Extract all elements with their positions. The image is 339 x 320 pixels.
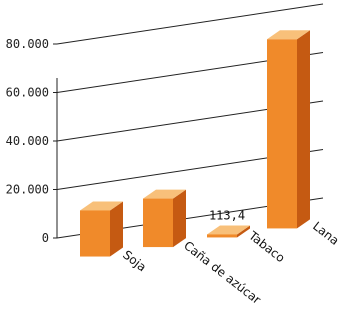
bar-front <box>267 39 297 228</box>
y-tick-label: 0 <box>42 231 49 245</box>
category-label: Tabaco <box>245 228 287 265</box>
category-label: Soja <box>120 248 149 275</box>
y-axis-ticks: 0 20.000 40.000 60.000 80.000 <box>6 37 57 245</box>
bar-front <box>80 210 110 256</box>
y-tick-label: 60.000 <box>6 86 49 100</box>
bar <box>143 190 186 248</box>
y-tick-label: 20.000 <box>6 183 49 197</box>
bar-front <box>143 199 173 248</box>
bar <box>80 201 123 256</box>
bar <box>207 225 250 237</box>
bar <box>267 30 310 228</box>
data-labels: 113,4 <box>209 208 245 222</box>
bar-side <box>297 30 310 228</box>
bar-side <box>110 201 123 256</box>
y-tick-label: 40.000 <box>6 134 49 148</box>
y-tick-label: 80.000 <box>6 37 49 51</box>
bar-front <box>207 234 237 237</box>
category-label: Lana <box>310 219 339 248</box>
data-label: 113,4 <box>209 208 245 222</box>
bars <box>80 30 310 256</box>
bar-side <box>173 190 186 248</box>
category-label: Caña de azúcar <box>181 238 263 307</box>
